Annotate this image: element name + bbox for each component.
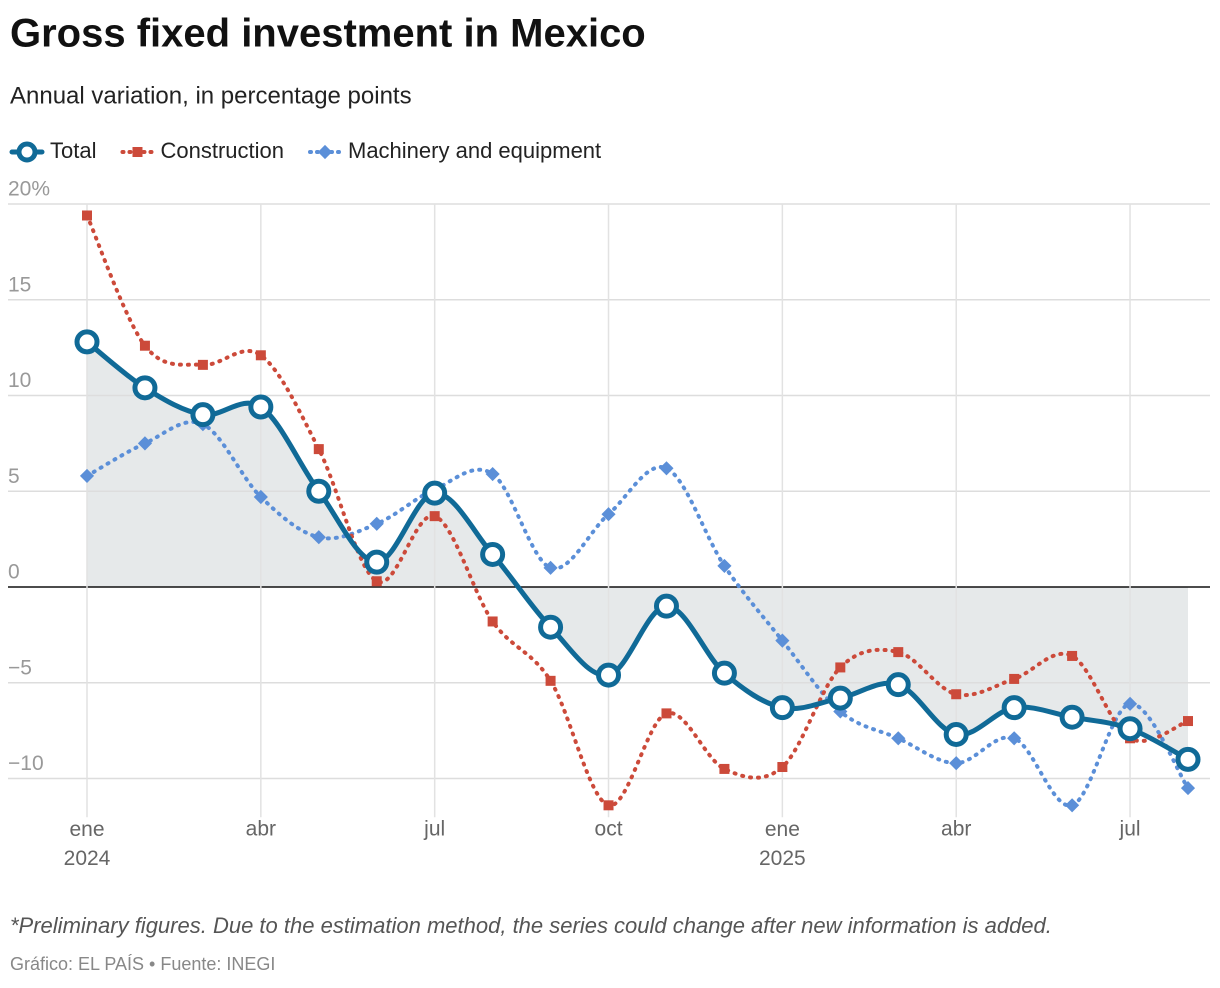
point xyxy=(1065,798,1080,813)
point xyxy=(543,560,558,575)
point xyxy=(951,689,962,700)
legend-marker xyxy=(132,147,143,157)
point xyxy=(943,721,969,747)
point xyxy=(596,662,622,688)
point xyxy=(885,672,911,698)
point xyxy=(248,394,274,420)
source: Gráfico: EL PAÍS • Fuente: INEGI xyxy=(10,954,275,974)
point xyxy=(603,800,614,811)
y-tick-label: 0 xyxy=(8,561,20,584)
point xyxy=(364,549,390,575)
point xyxy=(827,685,853,711)
point xyxy=(485,466,500,482)
x-tick-label: jul xyxy=(1119,818,1141,841)
y-tick-label: −5 xyxy=(8,656,32,679)
point xyxy=(1122,696,1138,711)
point xyxy=(769,695,795,721)
point xyxy=(369,516,384,531)
point xyxy=(1180,781,1196,796)
point xyxy=(1067,650,1078,661)
point xyxy=(313,444,324,455)
point xyxy=(1007,731,1022,746)
point xyxy=(480,541,506,567)
area xyxy=(87,341,1188,760)
point xyxy=(661,708,672,719)
point xyxy=(659,461,674,476)
point xyxy=(719,763,730,774)
point xyxy=(139,340,150,351)
point xyxy=(306,478,332,504)
legend-label: Machinery and equipment xyxy=(348,138,601,163)
legend-label: Total xyxy=(50,138,96,163)
point xyxy=(1175,746,1201,772)
legend-marker xyxy=(16,141,38,163)
x-tick-label: abr xyxy=(246,818,276,841)
y-tick-label: −10 xyxy=(8,752,44,775)
point xyxy=(371,576,382,587)
point xyxy=(79,468,95,484)
point xyxy=(82,210,92,221)
point xyxy=(253,489,268,505)
point xyxy=(538,614,564,640)
point xyxy=(711,660,737,686)
point xyxy=(429,511,440,522)
point xyxy=(422,480,448,506)
legend-marker xyxy=(317,144,333,160)
point xyxy=(190,402,216,428)
point xyxy=(949,756,964,771)
point xyxy=(1117,716,1143,742)
point xyxy=(653,593,679,619)
point xyxy=(777,762,788,773)
chart-title: Gross fixed investment in Mexico xyxy=(10,12,646,56)
x-tick-label: abr xyxy=(941,818,971,841)
point xyxy=(1009,673,1020,684)
point xyxy=(197,359,208,370)
point xyxy=(717,558,732,574)
point xyxy=(132,375,158,401)
y-tick-label: 10 xyxy=(8,369,31,392)
footnote: *Preliminary figures. Due to the estimat… xyxy=(10,913,1052,938)
x-tick-label: ene 2024 xyxy=(64,818,111,870)
legend: Total Construction Machinery and equipment xyxy=(9,138,601,163)
x-tick-label: jul xyxy=(423,818,445,841)
point xyxy=(891,731,906,746)
point xyxy=(835,662,846,673)
point xyxy=(311,530,326,545)
point xyxy=(255,350,266,361)
x-tick-label: ene 2025 xyxy=(759,818,806,870)
point xyxy=(74,329,100,355)
point xyxy=(1001,695,1027,721)
point xyxy=(545,675,556,686)
legend-label: Construction xyxy=(160,138,284,163)
point xyxy=(1183,716,1193,727)
y-tick-label: 5 xyxy=(8,465,20,488)
chart-subtitle: Annual variation, in percentage points xyxy=(10,82,412,109)
point xyxy=(775,633,790,648)
point xyxy=(137,436,153,451)
point xyxy=(487,616,498,627)
y-tick-label: 20% xyxy=(8,178,50,201)
x-tick-label: oct xyxy=(595,818,623,841)
point xyxy=(1059,704,1085,730)
point xyxy=(893,647,904,658)
y-tick-label: 15 xyxy=(8,273,31,296)
